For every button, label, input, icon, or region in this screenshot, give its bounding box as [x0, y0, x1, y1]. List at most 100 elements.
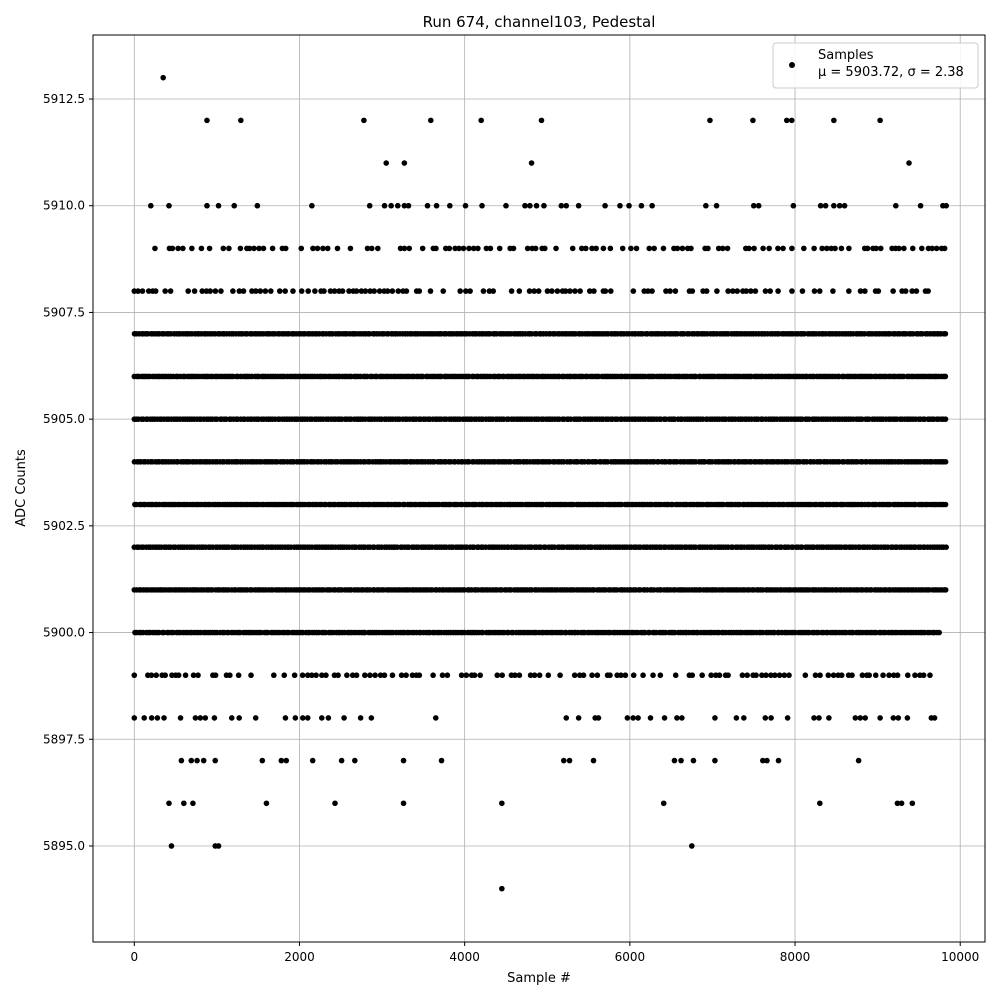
data-point — [635, 715, 641, 721]
data-point — [319, 672, 325, 679]
data-point — [575, 202, 582, 209]
data-point — [689, 672, 696, 679]
data-point — [895, 715, 902, 721]
data-point — [919, 245, 925, 252]
data-point — [775, 288, 781, 294]
y-tick-label: 5907.5 — [43, 305, 85, 319]
data-point — [131, 715, 138, 721]
x-axis-label: Sample # — [507, 971, 571, 986]
data-point — [367, 288, 373, 294]
data-point — [801, 245, 807, 252]
data-point — [786, 672, 792, 679]
data-point — [339, 288, 346, 294]
data-point — [195, 672, 201, 679]
data-point — [400, 800, 407, 807]
data-point — [357, 715, 364, 721]
data-point — [167, 288, 174, 294]
data-point — [334, 245, 341, 252]
data-point — [427, 288, 434, 294]
data-point — [282, 245, 289, 252]
data-point — [188, 757, 195, 764]
data-point — [361, 117, 367, 124]
data-point — [141, 715, 148, 721]
data-point — [862, 715, 869, 721]
data-point — [855, 757, 862, 764]
data-point — [725, 672, 731, 679]
data-point — [936, 629, 943, 636]
data-point — [383, 160, 390, 166]
data-point — [647, 715, 654, 721]
data-point — [381, 202, 388, 209]
data-point — [589, 672, 595, 679]
data-point — [371, 288, 377, 294]
data-point — [200, 757, 207, 764]
data-point — [898, 800, 905, 807]
data-point — [145, 288, 152, 294]
data-point — [153, 672, 160, 679]
data-point — [751, 245, 757, 252]
data-point — [246, 245, 253, 252]
data-point — [707, 117, 713, 124]
data-point — [228, 715, 235, 721]
data-point — [743, 288, 749, 294]
data-point — [831, 117, 837, 124]
data-point — [752, 288, 759, 294]
data-point — [251, 245, 257, 252]
data-point — [298, 245, 305, 252]
data-point — [544, 288, 551, 294]
data-point — [764, 757, 770, 764]
data-point — [456, 245, 462, 252]
data-point — [618, 672, 624, 679]
data-point — [494, 672, 501, 679]
data-point — [202, 715, 209, 721]
data-point — [309, 202, 315, 209]
x-tick-label: 10000 — [941, 950, 979, 964]
data-point — [401, 202, 408, 209]
data-point — [347, 245, 354, 252]
data-point — [263, 800, 270, 807]
data-point — [204, 117, 210, 124]
data-point — [131, 672, 138, 679]
data-point — [733, 715, 740, 721]
data-point — [775, 757, 782, 764]
data-point — [890, 715, 897, 721]
data-point — [237, 245, 244, 252]
data-point — [790, 202, 797, 209]
data-point — [622, 672, 629, 679]
data-point — [395, 288, 402, 294]
data-point — [894, 800, 901, 807]
data-point — [866, 672, 873, 679]
data-point — [462, 202, 469, 209]
data-point — [318, 715, 325, 721]
data-point — [470, 245, 477, 252]
data-point — [901, 245, 907, 252]
data-point — [269, 245, 276, 252]
data-point — [268, 288, 274, 294]
data-point — [314, 245, 321, 252]
legend: Samples μ = 5903.72, σ = 2.38 — [772, 42, 979, 89]
data-point — [282, 288, 288, 294]
data-point — [857, 288, 864, 294]
data-point — [836, 202, 843, 209]
data-point — [181, 800, 187, 807]
data-point — [194, 757, 200, 764]
data-point — [816, 288, 823, 294]
data-point — [875, 288, 882, 294]
data-point — [660, 800, 667, 807]
data-point — [376, 288, 383, 294]
data-point — [271, 672, 277, 679]
x-axis-ticks: 0 2000 4000 6000 8000 10000 — [130, 942, 979, 964]
data-point — [527, 672, 534, 679]
data-point — [240, 288, 247, 294]
data-point — [912, 672, 918, 679]
x-tick-label: 2000 — [284, 950, 315, 964]
data-point — [320, 245, 326, 252]
data-point — [744, 672, 750, 679]
data-point — [760, 245, 766, 252]
data-point — [811, 288, 818, 294]
data-point — [617, 202, 623, 209]
data-point — [278, 757, 285, 764]
data-point — [368, 245, 375, 252]
data-point — [645, 288, 651, 294]
data-point — [784, 715, 791, 721]
